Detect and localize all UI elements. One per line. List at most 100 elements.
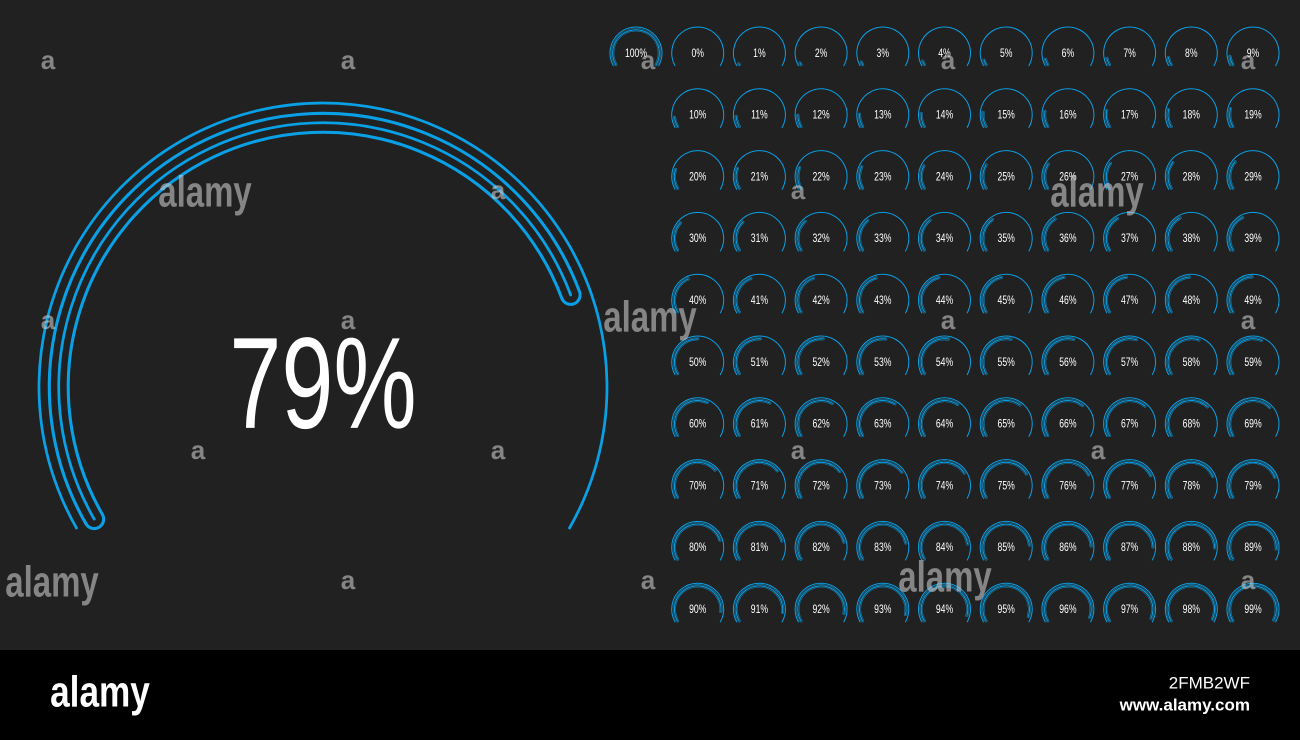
small-gauge-track (609, 26, 663, 67)
small-gauge-track (918, 26, 971, 67)
small-gauge-track (794, 150, 848, 190)
small-gauge-label: 51% (751, 357, 768, 370)
small-gauge-progress-core (1229, 400, 1271, 436)
small-gauge-label: 37% (1121, 233, 1138, 246)
small-gauge-track (979, 150, 1033, 190)
small-gauge-label: 14% (936, 109, 953, 122)
small-gauge-progress-core (1167, 108, 1172, 127)
watermark-mark: a (41, 45, 56, 75)
small-gauge-track (1164, 459, 1218, 499)
watermark-mark: a (491, 435, 506, 465)
small-gauge-progress-core (983, 59, 987, 66)
small-gauge-progress-core (1167, 585, 1216, 622)
small-gauge-track (918, 273, 971, 314)
small-gauge-label: 55% (998, 357, 1015, 370)
watermark-mark: a (41, 305, 56, 335)
small-gauge-label: 13% (874, 109, 891, 122)
small-gauge-progress-core (673, 523, 721, 560)
small-gauge-label: 12% (812, 109, 829, 122)
small-gauge-progress-core (1105, 523, 1154, 560)
small-gauge-label: 47% (1121, 295, 1138, 308)
small-gauge-track (794, 88, 848, 129)
small-gauge-progress-core (1044, 276, 1065, 313)
small-gauge-progress-core (673, 400, 708, 436)
small-gauge-label: 9% (1247, 48, 1259, 61)
small-gauge-label: 29% (1244, 171, 1261, 184)
small-gauge-track (1103, 582, 1157, 623)
small-gauge-progress-core (735, 278, 752, 313)
small-gauge-track (794, 26, 848, 67)
small-gauge-label: 7% (1123, 48, 1135, 61)
small-gauge-track (671, 397, 725, 438)
small-gauge-track (1041, 88, 1095, 129)
small-gauge-progress-core (920, 219, 931, 251)
small-gauge-progress-core (735, 400, 771, 436)
small-gauge-progress-core (920, 461, 965, 498)
small-gauge-track (979, 273, 1033, 314)
small-gauge-track (1041, 335, 1095, 376)
small-gauge-progress-core (797, 585, 845, 622)
watermark-mark: a (641, 45, 656, 75)
small-gauge-label: 63% (874, 418, 891, 431)
small-gauge-track (671, 273, 725, 314)
small-gauge-progress-core (982, 276, 1002, 313)
small-gauge-track (1164, 335, 1218, 376)
small-gauge-progress-core (920, 523, 969, 560)
small-gauge-progress-core (859, 461, 903, 498)
small-gauge-label: 93% (874, 604, 891, 617)
small-gauge-progress-core (1105, 276, 1128, 313)
small-gauge-label: 80% (689, 542, 706, 555)
small-gauge-progress-core (797, 400, 833, 436)
small-gauge-label: 81% (751, 542, 768, 555)
small-gauge-track (979, 520, 1033, 561)
small-gauge-track (918, 582, 971, 623)
small-gauge-label: 85% (998, 542, 1015, 555)
small-gauge-label: 91% (751, 604, 768, 617)
small-gauge-progress-core (859, 400, 896, 436)
watermark-mark: a (941, 45, 956, 75)
small-gauge-progress-core (859, 523, 907, 560)
watermark: alamy (898, 553, 992, 602)
watermark-mark: a (791, 175, 806, 205)
small-gauge-progress-core (1105, 109, 1110, 127)
small-gauge-progress-core (1044, 523, 1092, 560)
small-gauge-label: 59% (1244, 357, 1261, 370)
small-gauge-label: 95% (998, 604, 1015, 617)
small-gauge-progress-core (1167, 56, 1172, 66)
small-gauge-progress-core (673, 461, 716, 498)
small-gauge-track (918, 88, 971, 129)
small-gauge-label: 43% (874, 295, 891, 308)
small-gauge-label: 46% (1059, 295, 1076, 308)
small-gauge-label: 84% (936, 542, 953, 555)
small-gauge-label: 64% (936, 418, 953, 431)
small-gauge-label: 98% (1183, 604, 1200, 617)
small-gauge-label: 17% (1121, 109, 1138, 122)
small-gauge-progress-core (1105, 338, 1137, 375)
small-gauge-track (732, 335, 786, 376)
small-gauge-label: 2% (815, 48, 827, 61)
small-gauge-progress-core (982, 585, 1030, 622)
small-gauge-track (918, 397, 971, 438)
small-gauge-progress-core (735, 338, 761, 375)
small-gauge-progress-core (1105, 217, 1119, 251)
small-gauge-track (732, 459, 786, 499)
small-gauge-progress-core (1167, 400, 1208, 436)
small-gauge-progress-core (920, 165, 925, 189)
watermark: alamy (1050, 168, 1144, 217)
small-gauge-label: 89% (1244, 542, 1261, 555)
small-gauge-track (732, 397, 786, 438)
small-gauge-progress-core (1229, 338, 1263, 375)
watermark: alamy (5, 558, 99, 607)
small-gauge-label: 36% (1059, 233, 1076, 246)
watermark-mark: a (491, 175, 506, 205)
small-gauge-progress-core (735, 221, 744, 251)
small-gauge-track (856, 150, 910, 190)
watermark-mark: a (1241, 565, 1256, 595)
small-gauge-track (1041, 26, 1095, 67)
small-gauge-track (918, 520, 971, 561)
small-gauge-track (1164, 26, 1218, 67)
footer-logo: alamy (50, 668, 150, 717)
small-gauge-track (1041, 211, 1095, 252)
small-gauge-progress-core (1044, 110, 1049, 127)
